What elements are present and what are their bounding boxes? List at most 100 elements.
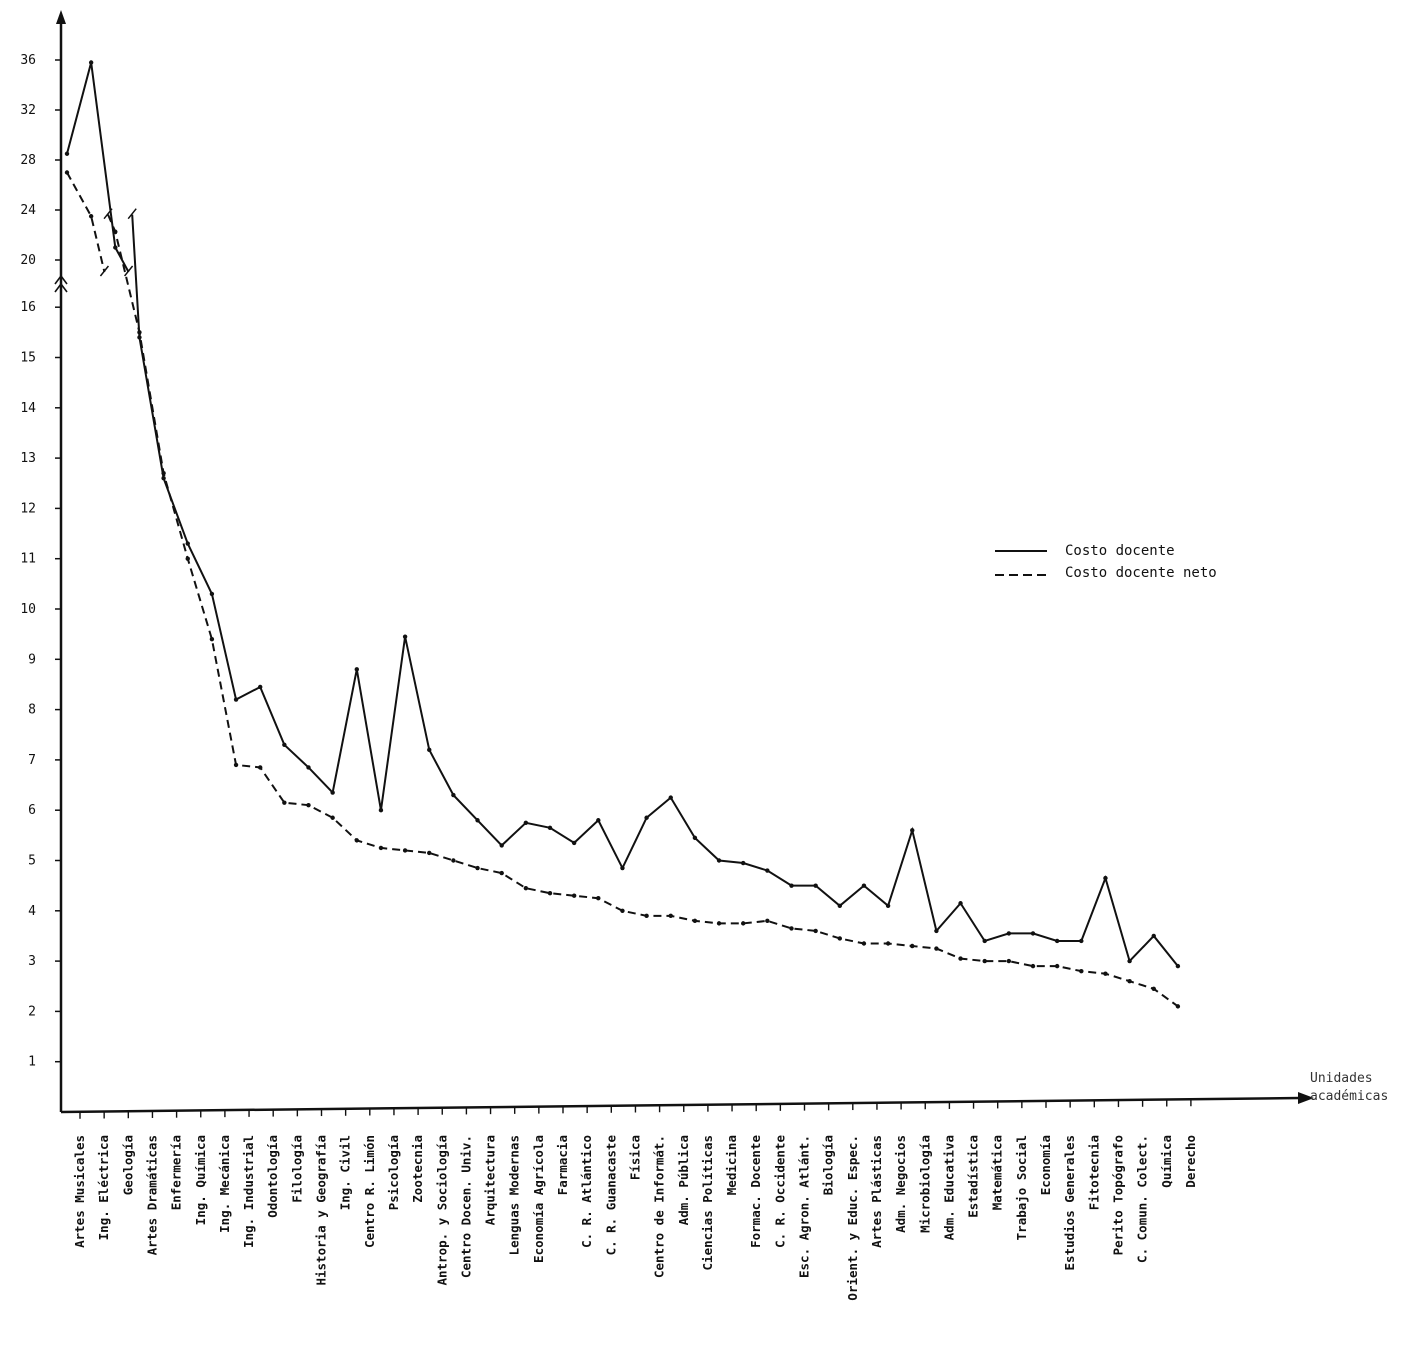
data-point <box>789 926 794 931</box>
data-point <box>547 890 553 896</box>
x-category-label: Física <box>627 1135 642 1180</box>
data-point <box>692 918 698 924</box>
data-point <box>1054 938 1060 944</box>
y-tick-label: 15 <box>20 351 36 366</box>
x-category-label: C. R. Atlántico <box>579 1135 594 1248</box>
data-point <box>1151 933 1156 939</box>
y-tick-label: 36 <box>20 53 36 68</box>
data-point <box>547 825 553 831</box>
data-point <box>523 820 529 825</box>
y-tick-label: 1 <box>28 1055 36 1070</box>
data-point <box>402 848 408 853</box>
y-tick-label: 4 <box>28 904 36 919</box>
data-point <box>233 762 239 768</box>
x-category-label: Ing. Civil <box>338 1135 353 1210</box>
x-category-label: Biología <box>821 1135 836 1195</box>
data-point <box>88 214 94 219</box>
data-point <box>330 815 335 820</box>
y-tick-label: 12 <box>20 501 36 516</box>
data-point <box>692 835 698 841</box>
data-point <box>306 765 311 770</box>
series-line <box>107 214 1179 1008</box>
data-point <box>982 938 987 944</box>
x-category-label: C. R. Occidente <box>772 1135 787 1248</box>
data-point <box>378 845 384 851</box>
data-point <box>765 918 770 924</box>
y-tick-label: 10 <box>20 602 36 617</box>
series-costo-docente-neto <box>64 170 1181 1009</box>
y-tick-label: 28 <box>20 153 36 168</box>
data-point <box>668 795 673 800</box>
data-point <box>716 858 722 863</box>
data-point <box>161 470 166 476</box>
data-point <box>451 792 456 798</box>
data-point <box>209 636 215 642</box>
x-category-label: Microbiología <box>917 1135 932 1233</box>
data-point <box>427 747 432 753</box>
x-category-label: C. Comun. Colect. <box>1135 1135 1150 1263</box>
series-line <box>66 62 130 273</box>
x-axis-title: Unidades académicas <box>1310 1071 1388 1104</box>
data-point <box>499 843 504 848</box>
x-category-label: Perito Topógrafo <box>1110 1135 1125 1255</box>
data-point <box>668 913 673 919</box>
x-category-label: Trabajo Social <box>1014 1135 1029 1240</box>
data-point <box>596 896 601 901</box>
data-point <box>88 60 94 65</box>
data-point <box>282 800 287 805</box>
data-point <box>306 802 311 808</box>
data-point <box>885 903 891 908</box>
data-point <box>596 818 601 823</box>
series-costo-docente <box>64 60 1181 969</box>
x-category-label: Psicología <box>386 1135 401 1210</box>
data-point <box>427 850 432 856</box>
data-point <box>161 476 166 481</box>
data-point <box>571 840 577 846</box>
x-category-label: Ing. Química <box>193 1135 208 1225</box>
x-axis-arrow <box>1298 1092 1314 1104</box>
legend: Costo docente Costo docente neto <box>995 543 1217 581</box>
data-point <box>1079 938 1084 944</box>
y-axis-break-mark <box>54 274 68 293</box>
x-category-label: Fitotecnia <box>1086 1135 1101 1210</box>
data-point <box>1127 979 1132 984</box>
data-point <box>1127 958 1132 964</box>
data-point <box>571 893 577 898</box>
x-category-label: Artes Plásticas <box>869 1135 884 1248</box>
data-point <box>885 941 891 946</box>
x-category-label: Ciencias Políticas <box>700 1135 715 1270</box>
data-point <box>620 865 625 871</box>
data-point <box>958 956 963 961</box>
data-point <box>861 883 867 888</box>
data-point <box>113 229 118 234</box>
x-category-label: Ing. Industrial <box>241 1135 256 1248</box>
data-point <box>1175 963 1181 969</box>
data-point <box>813 883 818 888</box>
data-point <box>354 667 359 672</box>
y-tick-label: 8 <box>28 703 36 718</box>
x-category-label: Formac. Docente <box>748 1135 763 1248</box>
x-axis-categories: Artes Musicales Ing. Eléctrica Geología Art… <box>72 1099 1198 1301</box>
x-category-label: Economía <box>1038 1135 1053 1195</box>
data-point <box>354 838 359 843</box>
y-tick-label: 14 <box>20 401 36 416</box>
x-category-label: Filología <box>289 1135 304 1203</box>
data-point <box>716 921 722 926</box>
data-point <box>523 885 529 891</box>
y-tick-label: 7 <box>28 753 36 768</box>
x-category-label: Adm. Educativa <box>941 1135 956 1240</box>
data-point <box>813 928 818 934</box>
data-point <box>185 541 190 546</box>
data-point <box>1175 1004 1181 1009</box>
x-category-label: Arquitectura <box>483 1135 498 1225</box>
data-point <box>1151 986 1156 991</box>
data-point <box>282 742 287 748</box>
data-point <box>958 901 963 906</box>
data-point <box>185 556 190 561</box>
series-break-mark <box>99 208 113 277</box>
series-line <box>66 172 106 273</box>
data-point <box>644 913 649 919</box>
x-category-label: Ing. Mecánica <box>217 1135 232 1233</box>
x-category-label: Centro de Informát. <box>652 1135 667 1278</box>
